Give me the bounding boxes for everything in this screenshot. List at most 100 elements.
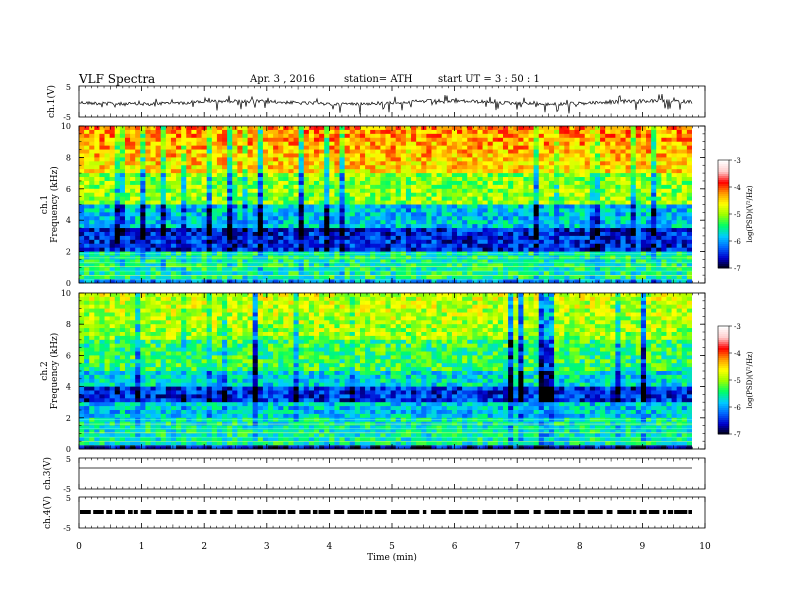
spectrogram-cell — [671, 177, 678, 182]
spectrogram-cell — [89, 180, 95, 186]
spectrogram-cell — [513, 243, 519, 249]
spectrogram-cell — [533, 165, 540, 170]
spectrogram-cell — [191, 165, 197, 170]
spectrogram-cell — [222, 180, 228, 186]
spectrogram-cell — [543, 149, 550, 154]
spectrogram-cell — [176, 271, 182, 276]
spectrogram-cell — [380, 180, 386, 186]
spectrogram-cell — [635, 220, 642, 225]
spectrogram-cell — [375, 137, 381, 143]
spectrogram-cell — [457, 141, 463, 147]
spectrogram-cell — [130, 235, 136, 241]
spectrogram-cell — [359, 196, 366, 201]
spectrogram-cell — [303, 169, 310, 174]
spectrogram-cell — [523, 231, 529, 237]
spectrogram-cell — [273, 169, 279, 174]
spectrogram-cell — [594, 137, 601, 143]
spectrogram-cell — [324, 157, 330, 162]
spectrogram-cell — [135, 137, 141, 143]
spectrogram-cell — [160, 220, 167, 225]
spectrogram-cell — [89, 133, 95, 139]
spectrogram-cell — [375, 145, 381, 150]
spectrogram-cell — [237, 228, 243, 233]
spectrogram-cell — [477, 220, 483, 225]
spectrogram-cell — [303, 153, 310, 158]
spectrogram-cell — [646, 161, 652, 166]
spectrogram-cell — [283, 180, 289, 186]
spectrogram-cell — [278, 180, 284, 186]
spectrogram-cell — [564, 165, 570, 170]
spectrogram-cell — [349, 271, 356, 276]
spectrogram-cell — [656, 137, 662, 143]
spectrogram-cell — [288, 208, 294, 213]
spectrogram-cell — [94, 133, 100, 139]
spectrogram-cell — [130, 196, 136, 201]
spectrogram-cell — [252, 259, 259, 264]
spectrogram-cell — [640, 271, 647, 276]
spectrogram-cell — [211, 220, 218, 225]
spectrogram-cell — [313, 212, 320, 217]
spectrogram-cell — [237, 271, 243, 276]
spectrogram-cell — [594, 126, 601, 131]
spectrogram-cell — [543, 239, 550, 245]
spectrogram-cell — [150, 141, 157, 147]
spectrogram-cell — [620, 169, 626, 174]
spectrogram-cell — [257, 200, 264, 205]
spectrogram-cell — [181, 224, 187, 229]
spectrogram-cell — [216, 271, 223, 276]
spectrogram-cell — [477, 157, 483, 162]
spectrogram-cell — [451, 129, 458, 135]
spectrogram-cell — [441, 275, 448, 280]
spectrogram-cell — [257, 267, 264, 272]
spectrogram-cell — [150, 216, 157, 221]
spectrogram-cell — [324, 177, 330, 182]
spectrogram-cell — [610, 239, 616, 245]
spectrogram-cell — [242, 141, 248, 147]
spectrogram-cell — [99, 239, 105, 245]
spectrogram-cell — [656, 188, 662, 194]
spectrogram-cell — [600, 177, 606, 182]
spectrogram-cell — [262, 220, 269, 225]
ch1-waveform-line — [79, 94, 693, 115]
spectrogram-cell — [140, 153, 146, 158]
spectrogram-cell — [589, 204, 596, 209]
spectrogram-cell — [349, 137, 356, 143]
spectrogram-cell — [472, 204, 478, 209]
spectrogram-cell — [349, 169, 356, 174]
spectrogram-cell — [170, 247, 177, 253]
spectrogram-cell — [170, 267, 177, 272]
spectrogram-cell — [472, 200, 478, 205]
spectrogram-cell — [446, 173, 453, 178]
spectrogram-cell — [686, 228, 693, 233]
spectrogram-cell — [232, 263, 238, 268]
spectrogram-cell — [181, 275, 187, 280]
spectrogram-cell — [640, 165, 647, 170]
spectrogram-cell — [359, 243, 366, 249]
spectrogram-cell — [671, 192, 678, 198]
spectrogram-cell — [109, 137, 116, 143]
spectrogram-cell — [559, 173, 565, 178]
spectrogram-cell — [385, 279, 392, 284]
spectrogram-cell — [273, 188, 279, 194]
spectrogram-cell — [104, 129, 111, 135]
spectrogram-cell — [273, 165, 279, 170]
spectrogram-cell — [661, 165, 667, 170]
spectrogram-cell — [589, 275, 596, 280]
spectrogram-cell — [262, 271, 269, 276]
spectrogram-cell — [400, 243, 407, 249]
spectrogram-cell — [502, 204, 509, 209]
spectrogram-cell — [579, 188, 586, 194]
spectrogram-cell — [135, 184, 141, 190]
spectrogram-cell — [681, 157, 688, 162]
spectrogram-cell — [405, 149, 412, 154]
spectrogram-cell — [365, 188, 371, 194]
date-label: Apr. 3 , 2016 — [250, 74, 316, 85]
spectrogram-cell — [630, 220, 637, 225]
spectrogram-cell — [222, 220, 228, 225]
spectrogram-cell — [79, 137, 85, 143]
spectrogram-cell — [257, 141, 264, 147]
spectrogram-cell — [605, 208, 611, 213]
spectrogram-cell — [196, 220, 202, 225]
spectrogram-cell — [170, 228, 177, 233]
spectrogram-cell — [574, 263, 581, 268]
